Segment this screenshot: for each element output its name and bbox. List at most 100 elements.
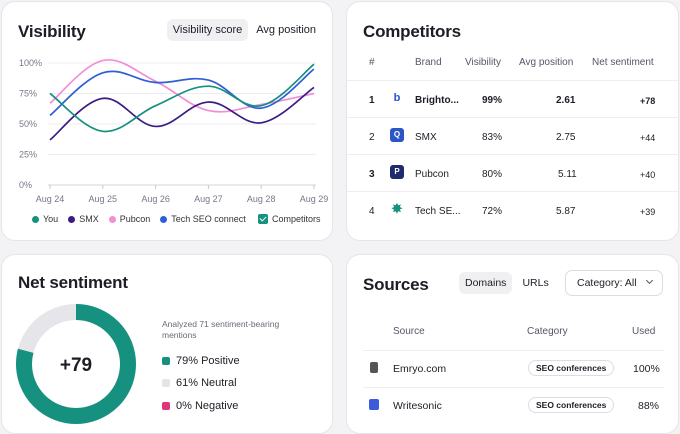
avg-position-value: 2.61 bbox=[556, 95, 576, 106]
series-line-smx bbox=[49, 86, 315, 141]
sentiment-value: +39 bbox=[640, 207, 656, 217]
y-tick-label: 25% bbox=[19, 150, 37, 160]
x-tick-label: Aug 26 bbox=[141, 194, 170, 204]
used-value: 100% bbox=[633, 363, 660, 375]
source-favicon-icon bbox=[369, 399, 379, 410]
category-badge: SEO conferences bbox=[528, 360, 615, 376]
checkbox-label: Competitors bbox=[272, 214, 321, 224]
used-value: 88% bbox=[638, 400, 660, 412]
legend-dot bbox=[160, 215, 168, 223]
source-name: Writesonic bbox=[393, 400, 442, 412]
y-tick-label: 0% bbox=[19, 180, 32, 190]
x-tick-label: Aug 25 bbox=[89, 194, 118, 204]
competitors-checkbox[interactable]: Competitors bbox=[258, 214, 321, 224]
col-header-visibility[interactable]: Visibility bbox=[465, 57, 501, 68]
legend-label: Pubcon bbox=[119, 214, 151, 224]
negative-swatch bbox=[162, 402, 170, 410]
negative-label: 0% Negative bbox=[176, 400, 239, 412]
sentiment-positive: 79% Positive bbox=[162, 355, 240, 367]
col-header-rank: # bbox=[369, 57, 375, 68]
positive-label: 79% Positive bbox=[176, 355, 240, 367]
brand-logo-icon: b bbox=[390, 91, 404, 105]
sources-title: Sources bbox=[363, 275, 429, 294]
legend-item-smx[interactable]: SMX bbox=[68, 214, 99, 224]
x-tick-label: Aug 24 bbox=[36, 194, 65, 204]
col-header-category: Category bbox=[527, 326, 568, 337]
brand-name: SMX bbox=[415, 132, 437, 143]
avg-position-value: 5.11 bbox=[558, 169, 577, 180]
sentiment-value: +44 bbox=[640, 133, 656, 143]
net-sentiment-value: +79 bbox=[59, 355, 93, 376]
sources-view-toggle: Domains URLs bbox=[459, 272, 555, 294]
x-tick-label: Aug 27 bbox=[194, 194, 223, 204]
rank: 3 bbox=[369, 169, 375, 180]
series-line-you bbox=[49, 63, 315, 133]
col-header-source: Source bbox=[393, 326, 425, 337]
source-row[interactable]: Emryo.com SEO conferences 100% bbox=[363, 350, 664, 386]
legend-label: SMX bbox=[79, 214, 99, 224]
source-row[interactable]: Writesonic SEO conferences 88% bbox=[363, 387, 664, 423]
legend-item-techseo[interactable]: Tech SEO connect bbox=[160, 214, 246, 224]
positive-swatch bbox=[162, 357, 170, 365]
analyzed-mentions-note: Analyzed 71 sentiment-bearing mentions bbox=[162, 319, 280, 340]
neutral-label: 61% Neutral bbox=[176, 377, 237, 389]
legend-label: Tech SEO connect bbox=[171, 214, 246, 224]
legend-dot bbox=[32, 215, 39, 223]
visibility-chart: 100% 75% 50% 25% 0% Aug 24 Aug 25 Aug 26 Aug 27 A… bbox=[19, 58, 329, 204]
sentiment-value: +40 bbox=[640, 170, 656, 180]
source-name: Emryo.com bbox=[393, 363, 447, 375]
visibility-value: 72% bbox=[482, 206, 503, 217]
x-tick-label: Aug 28 bbox=[247, 194, 276, 204]
tab-domains[interactable]: Domains bbox=[459, 272, 513, 294]
brand-name: Tech SE... bbox=[415, 206, 461, 217]
category-select[interactable]: Category: All bbox=[565, 270, 663, 296]
visibility-card: 100% 75% 50% 25% 0% Aug 24 Aug 25 Aug 26 Aug 27 A… bbox=[1, 1, 333, 241]
net-sentiment-card: Net sentiment +79 Analyzed 71 sentiment-… bbox=[1, 254, 333, 434]
tab-avg-position[interactable]: Avg position bbox=[256, 24, 316, 36]
visibility-title: Visibility bbox=[18, 22, 86, 41]
source-favicon-icon bbox=[370, 362, 378, 373]
col-header-used[interactable]: Used bbox=[632, 326, 656, 337]
competitors-card: Competitors # Brand Visibility Avg posit… bbox=[346, 1, 679, 241]
competitor-row[interactable]: 2 Q SMX 83% 2.75 +44 bbox=[347, 117, 678, 154]
brand-logo-icon: ✸ bbox=[390, 201, 404, 216]
legend-label: You bbox=[43, 214, 59, 224]
checkbox-checked-icon bbox=[258, 214, 268, 224]
legend-item-you[interactable]: You bbox=[32, 214, 58, 224]
category-badge: SEO conferences bbox=[528, 397, 615, 413]
y-tick-label: 75% bbox=[19, 89, 37, 99]
visibility-value: 80% bbox=[482, 169, 503, 180]
chevron-down-icon bbox=[645, 276, 654, 285]
brand-logo-icon: P bbox=[390, 165, 404, 179]
visibility-metric-toggle: Visibility score Avg position bbox=[166, 19, 322, 41]
sentiment-neutral: 61% Neutral bbox=[162, 377, 237, 389]
legend-dot bbox=[68, 215, 76, 223]
competitor-row[interactable]: 4 ✸ Tech SE... 72% 5.87 +39 bbox=[347, 191, 678, 228]
tab-visibility-score[interactable]: Visibility score bbox=[166, 19, 249, 41]
legend-dot bbox=[108, 215, 116, 223]
rank: 1 bbox=[369, 95, 375, 106]
competitors-title: Competitors bbox=[363, 22, 461, 41]
brand-logo-icon: Q bbox=[390, 128, 404, 142]
category-select-value: Category: All bbox=[577, 277, 637, 289]
net-sentiment-title: Net sentiment bbox=[18, 273, 128, 292]
sentiment-value: +78 bbox=[640, 96, 656, 106]
y-tick-label: 100% bbox=[19, 58, 42, 68]
legend-item-pubcon[interactable]: Pubcon bbox=[108, 214, 151, 224]
visibility-value: 99% bbox=[482, 95, 503, 106]
tab-urls[interactable]: URLs bbox=[522, 277, 549, 289]
neutral-swatch bbox=[162, 379, 170, 387]
avg-position-value: 2.75 bbox=[556, 132, 576, 143]
brand-name: Brighto... bbox=[415, 95, 459, 106]
competitor-row[interactable]: 3 P Pubcon 80% 5.11 +40 bbox=[347, 154, 678, 191]
donut-positive-arc bbox=[16, 304, 136, 424]
col-header-avg-position[interactable]: Avg position bbox=[519, 57, 574, 68]
col-header-net-sentiment[interactable]: Net sentiment bbox=[592, 57, 654, 68]
x-tick-label: Aug 29 bbox=[300, 194, 329, 204]
rank: 4 bbox=[369, 206, 375, 217]
y-tick-label: 50% bbox=[19, 119, 37, 129]
avg-position-value: 5.87 bbox=[556, 206, 576, 217]
brand-name: Pubcon bbox=[415, 169, 449, 180]
competitor-row[interactable]: 1 b Brighto... 99% 2.61 +78 bbox=[347, 80, 678, 117]
visibility-value: 83% bbox=[482, 132, 503, 143]
